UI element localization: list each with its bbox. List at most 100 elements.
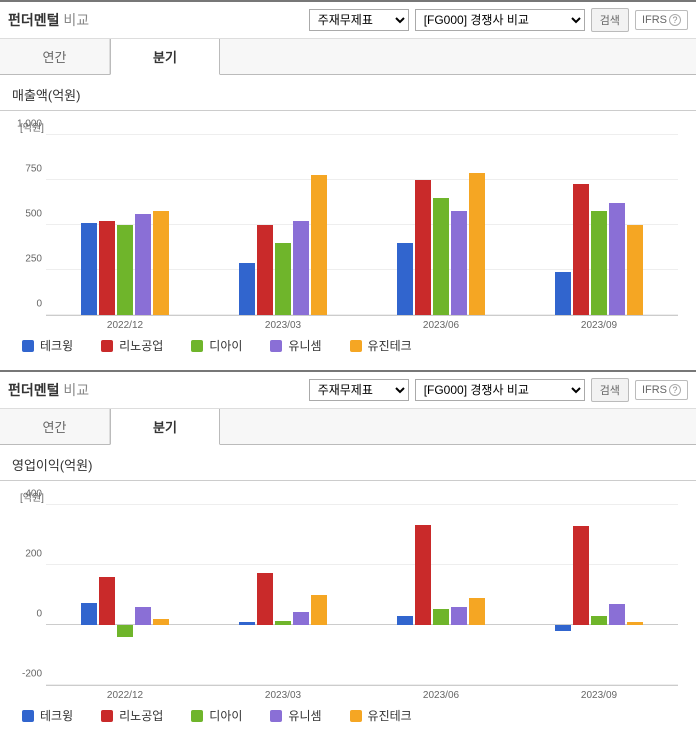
bar: [153, 211, 169, 315]
legend-swatch: [270, 340, 282, 352]
bar: [99, 577, 115, 625]
search-button[interactable]: 검색: [591, 8, 629, 32]
legend-swatch: [101, 340, 113, 352]
tab-quarter[interactable]: 분기: [110, 39, 220, 75]
bar: [135, 607, 151, 625]
bar-group: [81, 136, 169, 315]
legend-item: 유니셈: [270, 707, 321, 724]
legend-label: 리노공업: [119, 707, 163, 724]
chart-plot: -2000200400: [46, 506, 678, 686]
bar: [591, 616, 607, 625]
title-light: 비교: [63, 382, 89, 398]
x-label: 2022/12: [107, 690, 143, 701]
search-button[interactable]: 검색: [591, 378, 629, 402]
x-label: 2023/03: [265, 320, 301, 331]
bar: [311, 595, 327, 625]
bar: [153, 619, 169, 625]
legend-label: 디아이: [209, 337, 242, 354]
bar: [293, 612, 309, 626]
y-axis-label: [억원]: [20, 119, 686, 134]
bar: [275, 243, 291, 315]
bar: [573, 184, 589, 315]
chart-legend: 테크윙 리노공업 디아이 유니셈 유진테크: [10, 331, 686, 366]
bar: [257, 225, 273, 315]
legend-item: 리노공업: [101, 337, 163, 354]
bar: [311, 175, 327, 315]
legend-swatch: [22, 340, 34, 352]
fundamental-section: 펀더멘털 비교 주재무제표 [FG000] 경쟁사 비교 검색 IFRS ? 연…: [0, 370, 696, 740]
ifrs-badge[interactable]: IFRS ?: [635, 10, 688, 30]
bar: [239, 263, 255, 315]
legend-item: 디아이: [191, 337, 242, 354]
bar: [469, 598, 485, 625]
x-axis-labels: 2022/122023/032023/062023/09: [46, 686, 678, 701]
section-header: 펀더멘털 비교 주재무제표 [FG000] 경쟁사 비교 검색 IFRS ?: [0, 372, 696, 408]
legend-swatch: [101, 710, 113, 722]
legend-swatch: [350, 710, 362, 722]
statement-select[interactable]: 주재무제표: [309, 9, 409, 31]
bar: [81, 223, 97, 315]
legend-label: 유진테크: [368, 337, 412, 354]
tabs-spacer: [220, 39, 696, 74]
bar-group: [239, 506, 327, 685]
bar: [609, 203, 625, 315]
x-label: 2023/06: [423, 690, 459, 701]
bar: [275, 621, 291, 626]
bar: [293, 221, 309, 315]
legend-item: 유진테크: [350, 337, 412, 354]
period-tabs: 연간 분기: [0, 408, 696, 445]
tab-annual[interactable]: 연간: [0, 409, 110, 444]
bar-group: [81, 506, 169, 685]
fundamental-section: 펀더멘털 비교 주재무제표 [FG000] 경쟁사 비교 검색 IFRS ? 연…: [0, 0, 696, 370]
bar: [469, 173, 485, 315]
legend-item: 유진테크: [350, 707, 412, 724]
bar: [397, 616, 413, 625]
period-tabs: 연간 분기: [0, 38, 696, 75]
legend-item: 유니셈: [270, 337, 321, 354]
title-bold: 펀더멘털: [8, 12, 60, 28]
bar: [99, 221, 115, 315]
x-label: 2023/06: [423, 320, 459, 331]
tab-quarter[interactable]: 분기: [110, 409, 220, 445]
legend-label: 유진테크: [368, 707, 412, 724]
compare-select[interactable]: [FG000] 경쟁사 비교: [415, 379, 585, 401]
legend-swatch: [350, 340, 362, 352]
bar: [81, 603, 97, 626]
bar: [555, 272, 571, 315]
ifrs-badge[interactable]: IFRS ?: [635, 380, 688, 400]
bar-group: [555, 506, 643, 685]
tab-annual[interactable]: 연간: [0, 39, 110, 74]
chart-title: 매출액(억원): [0, 75, 696, 111]
bar: [415, 180, 431, 315]
bar: [591, 211, 607, 315]
bar: [397, 243, 413, 315]
legend-swatch: [22, 710, 34, 722]
bar-group: [397, 136, 485, 315]
bar: [451, 607, 467, 625]
bar: [627, 622, 643, 625]
legend-swatch: [191, 710, 203, 722]
bar-group: [239, 136, 327, 315]
y-axis-label: [억원]: [20, 489, 686, 504]
statement-select[interactable]: 주재무제표: [309, 379, 409, 401]
legend-item: 리노공업: [101, 707, 163, 724]
tabs-spacer: [220, 409, 696, 444]
bar-group: [555, 136, 643, 315]
bar: [627, 225, 643, 315]
legend-label: 테크윙: [40, 707, 73, 724]
bar-group: [397, 506, 485, 685]
legend-label: 테크윙: [40, 337, 73, 354]
legend-item: 디아이: [191, 707, 242, 724]
section-title: 펀더멘털 비교: [8, 10, 303, 30]
section-header: 펀더멘털 비교 주재무제표 [FG000] 경쟁사 비교 검색 IFRS ?: [0, 2, 696, 38]
bar: [451, 211, 467, 315]
bar: [117, 225, 133, 315]
legend-label: 유니셈: [288, 707, 321, 724]
chart-area: [억원] -2000200400 2022/122023/032023/0620…: [0, 481, 696, 740]
legend-swatch: [191, 340, 203, 352]
bar: [257, 573, 273, 626]
compare-select[interactable]: [FG000] 경쟁사 비교: [415, 9, 585, 31]
help-icon: ?: [669, 384, 681, 396]
bar: [609, 604, 625, 625]
bar: [239, 622, 255, 625]
